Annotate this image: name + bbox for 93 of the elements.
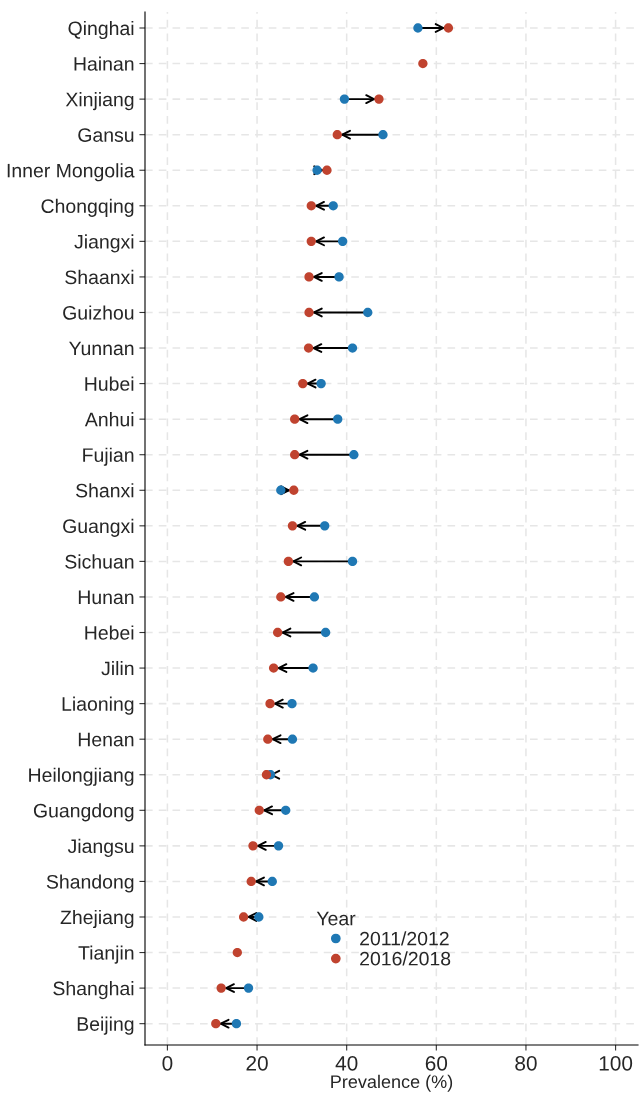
y-tick-label: Jiangxi (74, 234, 134, 253)
point (347, 343, 358, 353)
y-tick-label: Fujian (83, 447, 134, 466)
y-tick-label: Liaoning (62, 696, 134, 715)
y-tick-label: Chongqing (41, 198, 134, 217)
point (287, 698, 297, 709)
point (347, 556, 358, 567)
y-tick-label: Shanghai (53, 981, 134, 1000)
x-tick-label: 60 (425, 1055, 448, 1071)
y-tick-label: Inner Mongolia (7, 163, 135, 182)
y-tick-label: Guangxi (63, 518, 134, 537)
legend-label: 2016/2018 (360, 951, 451, 966)
point (216, 983, 226, 993)
point (332, 130, 342, 140)
point (363, 307, 373, 318)
point (333, 414, 343, 424)
point (349, 450, 359, 460)
point (283, 556, 294, 567)
point (316, 378, 326, 389)
y-tick-label: Tianjin (78, 945, 134, 964)
x-tick-label: 20 (246, 1055, 268, 1071)
legend-title: Year (316, 911, 356, 926)
point (309, 592, 320, 602)
y-tick-label: Anhui (84, 412, 134, 427)
point (281, 805, 291, 815)
point (246, 876, 256, 887)
point (211, 1019, 221, 1029)
point (254, 912, 264, 922)
point (248, 841, 258, 851)
point (337, 236, 348, 247)
y-tick-label: Shandong (46, 874, 134, 893)
point (287, 734, 298, 744)
y-tick-label: Jiangsu (67, 838, 134, 857)
point (328, 201, 338, 211)
point (265, 698, 275, 709)
y-tick-label: Gansu (78, 128, 134, 142)
point (276, 592, 286, 602)
y-tick-label: Xinjiang (65, 92, 134, 111)
point (320, 521, 330, 531)
point (290, 450, 300, 460)
y-tick-label: Shanxi (76, 483, 134, 498)
point (339, 94, 350, 104)
point (413, 23, 423, 33)
point (231, 1019, 242, 1029)
legend-label: 2011/2012 (360, 931, 449, 946)
y-tick-label: Sichuan (65, 554, 134, 569)
y-tick-label: Hebei (85, 625, 134, 640)
x-tick-label: 80 (515, 1055, 537, 1071)
point (276, 485, 286, 495)
y-tick-label: Henan (78, 732, 134, 747)
point (261, 770, 272, 780)
x-tick-label: 40 (335, 1055, 358, 1071)
point (418, 58, 428, 69)
y-tick-label: Guizhou (63, 305, 134, 320)
point (306, 201, 316, 211)
point (232, 947, 242, 958)
point (443, 23, 454, 33)
point (273, 841, 284, 851)
point (304, 307, 314, 318)
point (378, 130, 388, 140)
x-tick-label: 100 (599, 1055, 633, 1071)
y-tick-label: Zhejiang (60, 909, 134, 929)
point (263, 734, 273, 744)
point (334, 272, 344, 282)
y-tick-label: Qinghai (68, 20, 134, 40)
point (254, 805, 264, 815)
point (243, 983, 254, 993)
y-tick-label: Shaanxi (65, 269, 134, 285)
y-tick-label: Guangdong (33, 803, 134, 822)
y-tick-label: Heilongjiang (29, 767, 134, 786)
point (374, 94, 384, 104)
point (273, 627, 283, 638)
point (287, 521, 298, 531)
point (304, 272, 314, 282)
y-tick-label: Hunan (78, 590, 134, 605)
y-tick-label: Yunnan (69, 341, 134, 356)
point (268, 663, 279, 673)
y-tick-label: Hainan (74, 56, 134, 71)
x-axis-title: Prevalence (%) (331, 1074, 453, 1092)
point (290, 414, 300, 424)
point (298, 378, 308, 389)
point (308, 663, 318, 673)
y-tick-label: Jilin (101, 661, 134, 676)
point (303, 343, 314, 353)
point (322, 165, 332, 175)
point (289, 485, 299, 495)
y-tick-label: Hubei (85, 376, 134, 391)
y-tick-label: Beijing (77, 1016, 134, 1035)
point (267, 876, 277, 887)
point (238, 912, 249, 922)
point (320, 627, 331, 638)
point (306, 236, 316, 247)
x-tick-label: 0 (162, 1055, 173, 1071)
